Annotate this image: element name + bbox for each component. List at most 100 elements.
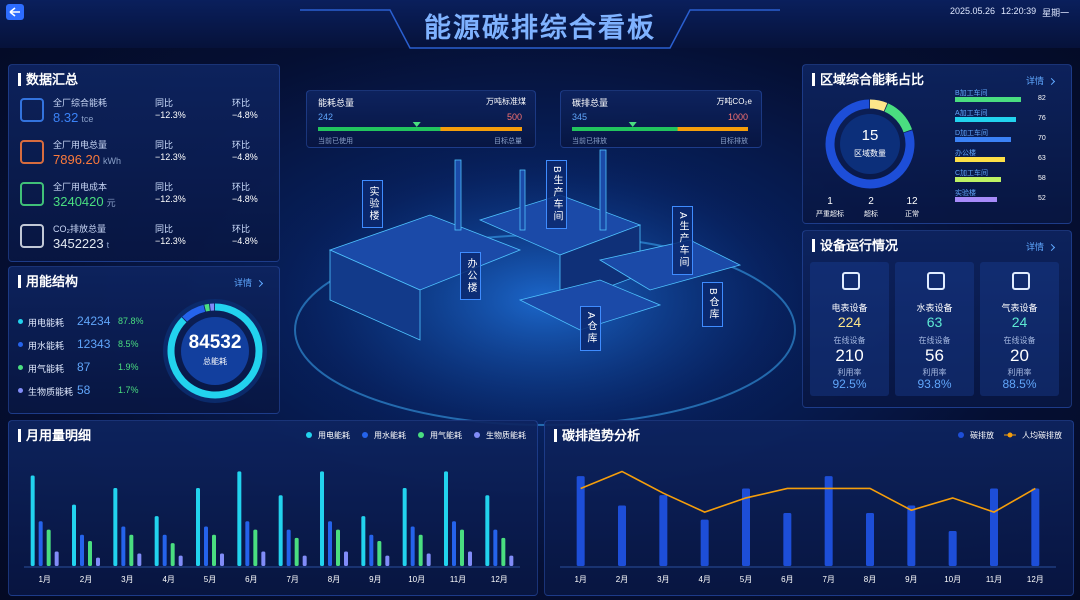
summary-unit: t	[106, 240, 110, 250]
region-bar-name: 实验楼	[955, 190, 976, 197]
chart: 84532 总能耗	[163, 299, 267, 403]
region-bar	[955, 97, 1021, 102]
summary-value-row: 7896.20 kWh	[53, 152, 121, 167]
bar	[336, 529, 340, 566]
summary-icon	[20, 98, 44, 122]
region-bar-value: 70	[1038, 135, 1046, 142]
donut-center	[181, 317, 249, 385]
summary-icon	[20, 182, 44, 206]
rate-value: 88.5%	[1002, 377, 1037, 391]
yoy-value: −12.3%	[155, 236, 186, 246]
building-label: B生产车间	[546, 160, 567, 229]
bar	[46, 529, 51, 566]
x-tick-label: 9月	[369, 575, 381, 584]
bar	[485, 495, 490, 566]
ring-segment	[869, 99, 888, 112]
equipment-name: 水表设备	[916, 303, 953, 313]
gauge-title: 能耗总量	[318, 98, 355, 108]
bar	[410, 526, 415, 566]
summary-unit: 元	[106, 198, 116, 208]
bar	[990, 488, 998, 566]
legend-dot	[18, 319, 23, 324]
legend-label: 生物质能耗	[486, 430, 526, 440]
region-bar-value: 63	[1038, 155, 1046, 162]
online-label: 在线设备	[918, 336, 951, 345]
bar	[501, 537, 506, 566]
detail-link[interactable]: 详情	[1026, 74, 1056, 87]
x-tick-label: 3月	[121, 575, 133, 584]
bar	[286, 529, 291, 566]
legend-dot	[18, 365, 23, 370]
bar	[618, 505, 626, 566]
summary-value: 7896.20	[53, 152, 100, 167]
bar	[328, 521, 332, 566]
region-bar-value: 52	[1038, 195, 1046, 202]
energy-value: 12343	[77, 337, 111, 351]
gauge-caption: 目标排放	[720, 138, 748, 145]
yoy-label: 同比	[155, 182, 174, 192]
equipment-total: 224	[837, 314, 862, 330]
bar	[460, 529, 464, 566]
bar	[170, 543, 175, 566]
donut-segment	[167, 303, 263, 399]
bar	[178, 555, 183, 566]
bar	[385, 555, 390, 566]
bar	[444, 471, 448, 566]
mom-label: 环比	[232, 98, 251, 108]
summary-value-row: 3240420 元	[53, 194, 116, 209]
bar	[576, 476, 585, 566]
bar	[302, 555, 307, 566]
x-tick-label: 6月	[781, 575, 793, 584]
x-tick-label: 5月	[204, 575, 216, 584]
x-tick-label: 11月	[986, 575, 1002, 584]
yoy-label: 同比	[155, 140, 174, 150]
summary-value: 3240420	[53, 194, 104, 209]
bar	[468, 551, 472, 566]
legend-marker	[306, 432, 312, 438]
building-label: B仓库	[702, 282, 723, 327]
donut-bg	[163, 299, 267, 403]
x-tick-label: 10月	[944, 575, 961, 584]
donut-segment	[204, 303, 210, 312]
building-label: A生产车间	[672, 206, 693, 275]
x-tick-label: 8月	[864, 575, 876, 584]
ring-segment	[825, 99, 915, 189]
gauge-caption: 当前已使用	[318, 138, 353, 145]
rate-value: 93.8%	[917, 377, 952, 391]
x-tick-label: 9月	[905, 575, 917, 584]
legend-label: 人均碳排放	[1022, 430, 1062, 440]
region-bar	[955, 197, 997, 202]
summary-label: 全厂用电成本	[53, 182, 108, 192]
equipment-total: 24	[1011, 314, 1028, 330]
online-label: 在线设备	[833, 336, 866, 345]
gauge-track	[572, 127, 748, 131]
total-value: 84532	[189, 332, 242, 353]
region-bar	[955, 177, 1002, 182]
gauge-track	[318, 127, 522, 131]
energy-share: 1.9%	[118, 362, 139, 372]
mom-label: 环比	[232, 182, 251, 192]
bar	[361, 516, 366, 566]
energy-share: 87.8%	[118, 316, 144, 326]
panel-title: 区域综合能耗占比	[812, 73, 924, 86]
bar	[30, 475, 35, 566]
energy-name: 用电能耗	[28, 318, 65, 328]
bar	[220, 553, 224, 566]
region-bar-value: 76	[1038, 115, 1046, 122]
mom-value: −4.8%	[232, 110, 258, 120]
status-value: 1	[827, 196, 833, 207]
bar	[907, 505, 916, 566]
summary-label: CO₂排放总量	[53, 224, 106, 234]
gauge-warn	[677, 127, 748, 131]
region-bar	[955, 157, 1006, 162]
detail-link[interactable]: 详情	[1026, 240, 1056, 253]
detail-link[interactable]: 详情	[234, 276, 264, 289]
x-tick-label: 1月	[574, 575, 586, 584]
bar	[493, 529, 498, 566]
gauge-unit: 万吨标准煤	[486, 97, 526, 106]
bar	[1031, 488, 1040, 566]
legend-marker	[418, 432, 424, 438]
summary-value: 3452223	[53, 236, 104, 251]
gauge-unit: 万吨CO₂e	[716, 97, 752, 106]
status-label: 超标	[864, 211, 878, 218]
